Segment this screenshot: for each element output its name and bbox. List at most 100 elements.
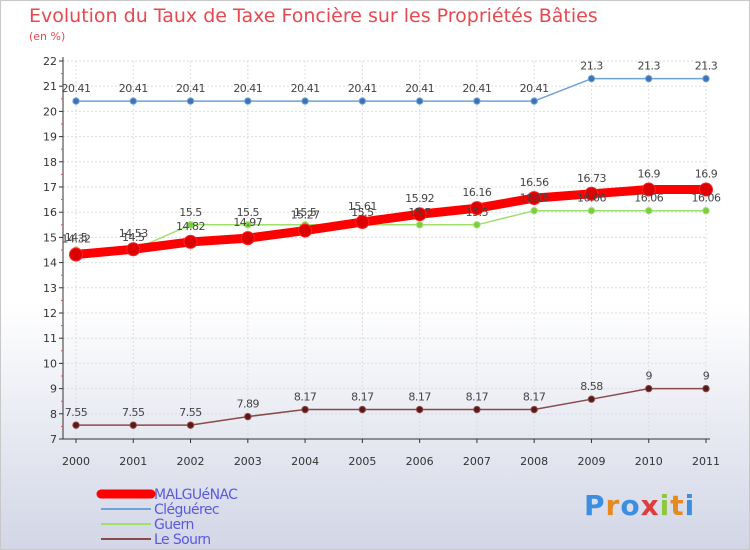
data-label: 16.16 [462,186,491,199]
data-label: 15.5 [351,206,374,219]
data-label: 20.41 [176,82,205,95]
data-point [358,405,367,414]
data-label: 7.55 [179,406,202,419]
data-point [129,421,137,429]
data-point [301,97,309,105]
data-label: 16.06 [520,192,549,205]
data-label: 20.41 [233,82,262,95]
logo-letter: o [620,489,641,522]
data-label: 20.41 [462,82,491,95]
data-point [355,215,370,230]
y-tick-label: 14 [43,257,57,270]
data-point [129,97,137,105]
logo-letter: x [640,489,660,522]
data-point [69,247,83,262]
data-label: 8.17 [466,391,489,404]
data-point [527,191,542,206]
logo-letter: t [670,489,685,522]
data-label: 15.61 [348,200,377,213]
proxiti-logo: Proxiti [584,489,695,522]
x-tick-label: 2001 [119,455,147,468]
data-point [587,395,596,403]
data-point [584,186,599,201]
data-label: 16.56 [520,176,549,189]
data-point [702,206,710,215]
data-label: 15.92 [405,192,434,205]
data-label: 14.82 [176,220,205,233]
y-tick-label: 7 [50,433,57,446]
data-label: 7.89 [237,398,260,411]
data-label: 16.9 [637,168,660,181]
data-label: 8.17 [523,391,546,404]
data-label: 16.9 [695,168,718,181]
chart-title: Evolution du Taux de Taxe Foncière sur l… [29,5,598,27]
data-point [473,97,481,105]
y-tick-label: 15 [43,231,57,244]
logo-letter: r [605,489,621,522]
x-tick-label: 2000 [62,455,90,468]
data-label: 20.41 [119,82,148,95]
series-le-sourn [72,384,710,429]
data-point [183,234,198,249]
data-labels: 14.5 14.5 15.5 15.5 15.5 15.5 15.5 15.5 16.06 16.… [65,192,722,244]
data-label: 7.55 [65,406,88,419]
data-label: 15.27 [291,209,320,222]
data-label: 16.06 [634,192,663,205]
data-label: 8.17 [351,391,374,404]
data-point [645,206,653,215]
y-tick-label: 11 [43,332,57,345]
y-tick-label: 21 [43,80,57,93]
data-label: 8.17 [408,391,431,404]
data-point [186,421,195,429]
y-axis-ticks: 7 8 9 10 11 12 13 14 15 16 17 18 19 20 21 22 [43,55,63,446]
data-label: 20.41 [520,82,549,95]
data-point [702,74,710,83]
data-point [469,201,484,216]
data-label: 16.06 [577,192,606,205]
x-tick-label: 2005 [348,455,376,468]
data-label: 9 [645,370,652,383]
legend-label: Cléguérec [154,502,219,518]
data-point [645,74,653,83]
data-label: 14.32 [62,233,91,246]
data-point [473,221,481,229]
data-label: 14.5 [65,231,88,244]
y-tick-label: 17 [43,181,57,194]
x-tick-label: 2007 [463,455,491,468]
y-tick-label: 13 [43,282,57,295]
chart-unit-label: (en %) [29,30,66,43]
data-label: 8.58 [580,380,603,393]
data-point [530,97,538,105]
data-point [530,206,538,215]
data-label: 20.41 [348,82,377,95]
data-label: 9 [703,370,710,383]
data-label: 14.97 [233,216,262,229]
series-malgu-nac [69,182,713,262]
y-tick-label: 8 [50,408,57,421]
data-labels: 20.41 20.41 20.41 20.41 20.41 20.41 20.41 20.41… [62,60,719,95]
data-point [186,221,195,229]
data-label: 15.5 [179,206,202,219]
y-tick-label: 16 [43,206,57,219]
legend-label: Le Sourn [154,532,211,548]
y-tick-label: 20 [43,105,57,118]
data-point [641,182,656,197]
data-label: 15.5 [408,206,431,219]
y-tick-label: 19 [43,131,57,144]
data-point [415,97,424,105]
data-label: 21.3 [637,60,660,73]
y-tick-label: 18 [43,156,57,169]
logo-letter: i [684,489,696,522]
data-label: 14.5 [122,231,145,244]
gridlines [63,60,707,440]
data-label: 14.53 [119,227,148,240]
data-label: 20.41 [405,82,434,95]
data-point [186,97,195,105]
data-label: 20.41 [291,82,320,95]
x-axis-ticks: 2000 2001 2002 2003 2004 2005 2006 2007 2008 2009… [62,439,720,468]
series-line [71,185,711,260]
y-tick-label: 22 [43,55,57,68]
data-point [244,97,252,105]
